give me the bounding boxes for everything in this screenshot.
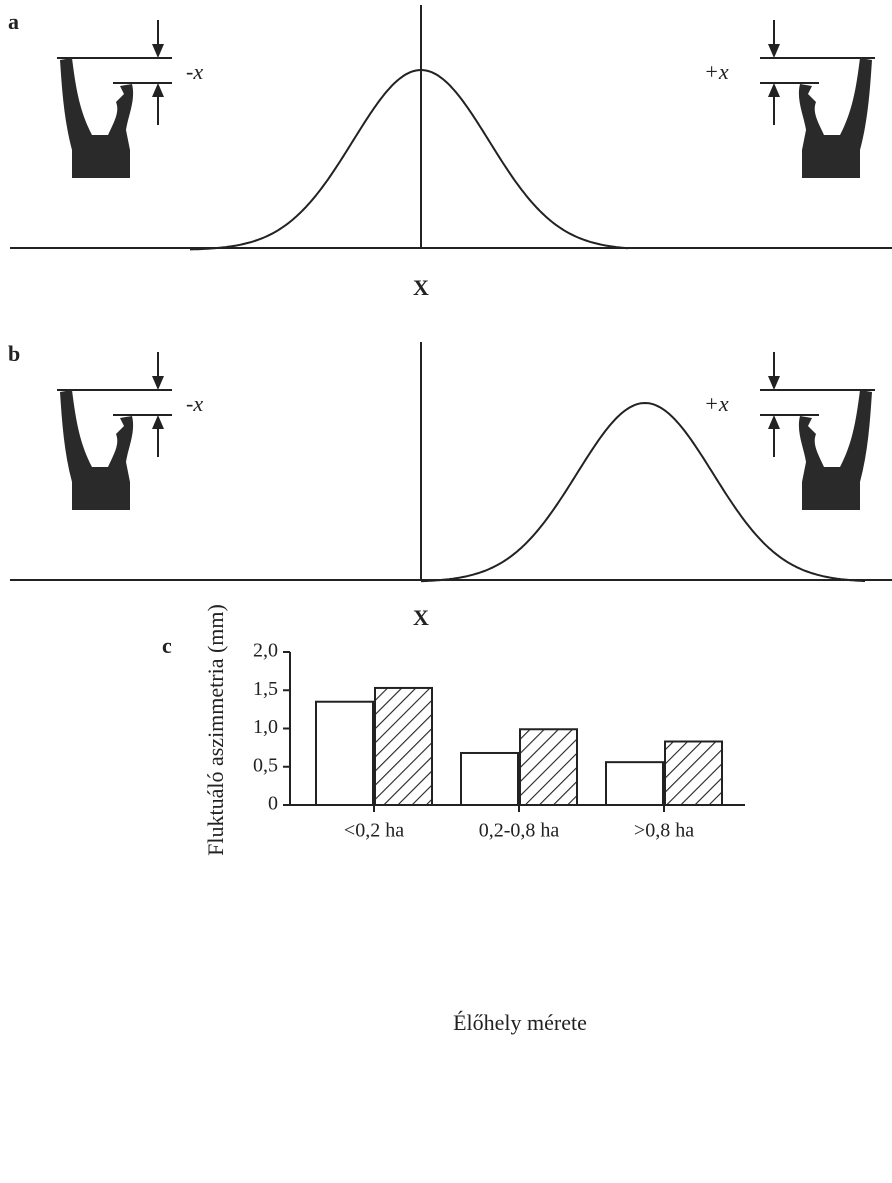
x-tick-label: 0,2-0,8 ha (479, 820, 560, 842)
panel-label: c (162, 633, 172, 658)
left-label: -x (186, 391, 203, 416)
bar (374, 686, 433, 807)
bar (605, 761, 664, 806)
x-axis-title: Élőhely mérete (453, 1010, 587, 1035)
tooth-icon (759, 351, 876, 511)
y-tick-label: 1,0 (253, 716, 278, 738)
distribution-curve (420, 401, 865, 583)
y-tick-label: 1,5 (253, 678, 278, 700)
bar (460, 751, 519, 806)
y-tick-label: 0 (268, 793, 278, 815)
left-label: -x (186, 59, 203, 84)
bar-chart: c Fluktuáló aszimmetria (mm) Élőhely mér… (162, 604, 745, 1035)
y-axis-title: Fluktuáló aszimmetria (mm) (203, 604, 228, 856)
tooth-icon (56, 351, 173, 511)
right-label: +x (704, 391, 729, 416)
distribution-curve (190, 69, 629, 251)
panel-label: a (8, 9, 19, 34)
y-tick-label: 0,5 (253, 754, 278, 776)
panel-label: b (8, 341, 20, 366)
bar (664, 740, 723, 807)
tooth-icon (56, 19, 173, 179)
x-tick-label: >0,8 ha (634, 820, 694, 842)
panel-a: a -x +x X (8, 5, 892, 300)
bar (519, 728, 578, 807)
panel-b: b -x +x X (8, 341, 892, 630)
axis-label: X (413, 605, 429, 630)
tooth-icon (759, 19, 876, 179)
y-tick-label: 2,0 (253, 640, 278, 662)
x-tick-label: <0,2 ha (344, 820, 404, 842)
bar (315, 700, 374, 806)
right-label: +x (704, 59, 729, 84)
axis-label: X (413, 275, 429, 300)
